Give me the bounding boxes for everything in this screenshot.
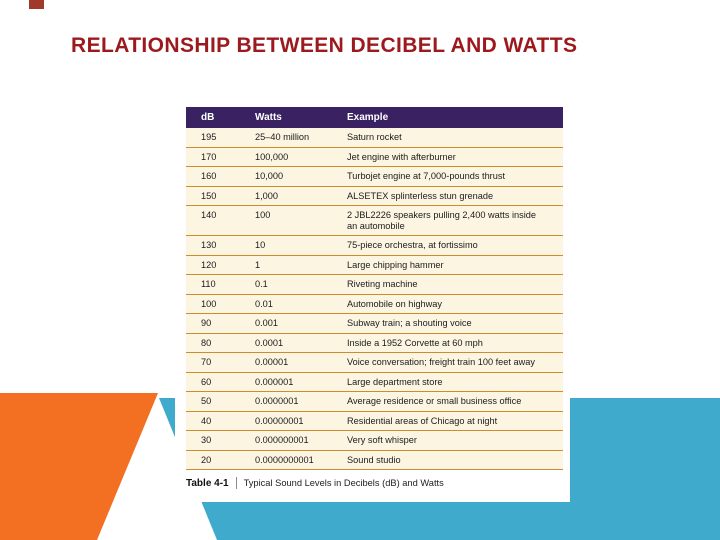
example-cell: 2 JBL2226 speakers pulling 2,400 watts i… — [332, 205, 563, 236]
table-row: 130 10 75-piece orchestra, at fortissimo — [186, 235, 563, 256]
db-cell: 170 — [186, 147, 240, 167]
example-cell: Riveting machine — [332, 274, 563, 295]
col-header-example: Example — [332, 107, 563, 128]
table-row: 30 0.000000001 Very soft whisper — [186, 430, 563, 451]
watts-cell: 0.00000001 — [240, 411, 332, 431]
db-cell: 30 — [186, 430, 240, 451]
watts-cell: 1 — [240, 255, 332, 275]
watts-cell: 100,000 — [240, 147, 332, 167]
watts-cell: 10 — [240, 235, 332, 256]
table-row: 50 0.0000001 Average residence or small … — [186, 391, 563, 412]
watts-cell: 0.1 — [240, 274, 332, 295]
table-row: 120 1 Large chipping hammer — [186, 255, 563, 275]
example-cell: Large chipping hammer — [332, 255, 563, 275]
example-cell: ALSETEX splinterless stun grenade — [332, 186, 563, 206]
db-cell: 20 — [186, 450, 240, 470]
table-row: 140 100 2 JBL2226 speakers pulling 2,400… — [186, 205, 563, 236]
example-cell: 75-piece orchestra, at fortissimo — [332, 235, 563, 256]
example-cell: Very soft whisper — [332, 430, 563, 451]
corner-accent-rect — [29, 0, 44, 9]
db-cell: 120 — [186, 255, 240, 275]
db-cell: 110 — [186, 274, 240, 295]
table-caption-text: Typical Sound Levels in Decibels (dB) an… — [243, 478, 444, 488]
db-cell: 90 — [186, 313, 240, 334]
decibel-watts-table: dB Watts Example 195 25–40 million Satur… — [186, 107, 563, 470]
example-cell: Residential areas of Chicago at night — [332, 411, 563, 431]
table-row: 70 0.00001 Voice conversation; freight t… — [186, 352, 563, 373]
watts-cell: 0.0000001 — [240, 391, 332, 412]
watts-cell: 0.001 — [240, 313, 332, 334]
table-row: 90 0.001 Subway train; a shouting voice — [186, 313, 563, 334]
watts-cell: 0.000001 — [240, 372, 332, 392]
db-cell: 140 — [186, 205, 240, 236]
table-row: 20 0.0000000001 Sound studio — [186, 450, 563, 470]
col-header-watts: Watts — [240, 107, 332, 128]
example-cell: Subway train; a shouting voice — [332, 313, 563, 334]
db-cell: 130 — [186, 235, 240, 256]
db-cell: 80 — [186, 333, 240, 353]
example-cell: Turbojet engine at 7,000-pounds thrust — [332, 166, 563, 187]
example-cell: Saturn rocket — [332, 128, 563, 148]
watts-cell: 10,000 — [240, 166, 332, 187]
table-row: 160 10,000 Turbojet engine at 7,000-poun… — [186, 166, 563, 187]
watts-cell: 1,000 — [240, 186, 332, 206]
db-cell: 50 — [186, 391, 240, 412]
table-caption-label: Table 4-1 — [186, 477, 229, 489]
table-row: 100 0.01 Automobile on highway — [186, 294, 563, 314]
table-caption: Table 4-1 Typical Sound Levels in Decibe… — [186, 477, 570, 489]
example-cell: Jet engine with afterburner — [332, 147, 563, 167]
table-panel: dB Watts Example 195 25–40 million Satur… — [175, 100, 570, 502]
watts-cell: 0.0000000001 — [240, 450, 332, 470]
watts-cell: 25–40 million — [240, 128, 332, 148]
db-cell: 40 — [186, 411, 240, 431]
table-row: 60 0.000001 Large department store — [186, 372, 563, 392]
table-body: 195 25–40 million Saturn rocket 170 100,… — [186, 128, 563, 470]
table-row: 40 0.00000001 Residential areas of Chica… — [186, 411, 563, 431]
watts-cell: 0.01 — [240, 294, 332, 314]
db-cell: 160 — [186, 166, 240, 187]
table-row: 150 1,000 ALSETEX splinterless stun gren… — [186, 186, 563, 206]
watts-cell: 0.00001 — [240, 352, 332, 373]
page-title: RELATIONSHIP BETWEEN DECIBEL AND WATTS — [71, 34, 578, 57]
table-row: 170 100,000 Jet engine with afterburner — [186, 147, 563, 167]
example-cell: Average residence or small business offi… — [332, 391, 563, 412]
example-cell: Voice conversation; freight train 100 fe… — [332, 352, 563, 373]
example-cell: Inside a 1952 Corvette at 60 mph — [332, 333, 563, 353]
watts-cell: 0.0001 — [240, 333, 332, 353]
table-row: 110 0.1 Riveting machine — [186, 274, 563, 295]
watts-cell: 100 — [240, 205, 332, 236]
db-cell: 195 — [186, 128, 240, 148]
watts-cell: 0.000000001 — [240, 430, 332, 451]
col-header-db: dB — [186, 107, 240, 128]
db-cell: 70 — [186, 352, 240, 373]
table-row: 195 25–40 million Saturn rocket — [186, 128, 563, 148]
db-cell: 150 — [186, 186, 240, 206]
db-cell: 60 — [186, 372, 240, 392]
caption-divider — [235, 477, 237, 489]
example-cell: Automobile on highway — [332, 294, 563, 314]
table-header-row: dB Watts Example — [186, 107, 563, 128]
example-cell: Sound studio — [332, 450, 563, 470]
example-cell: Large department store — [332, 372, 563, 392]
db-cell: 100 — [186, 294, 240, 314]
table-row: 80 0.0001 Inside a 1952 Corvette at 60 m… — [186, 333, 563, 353]
